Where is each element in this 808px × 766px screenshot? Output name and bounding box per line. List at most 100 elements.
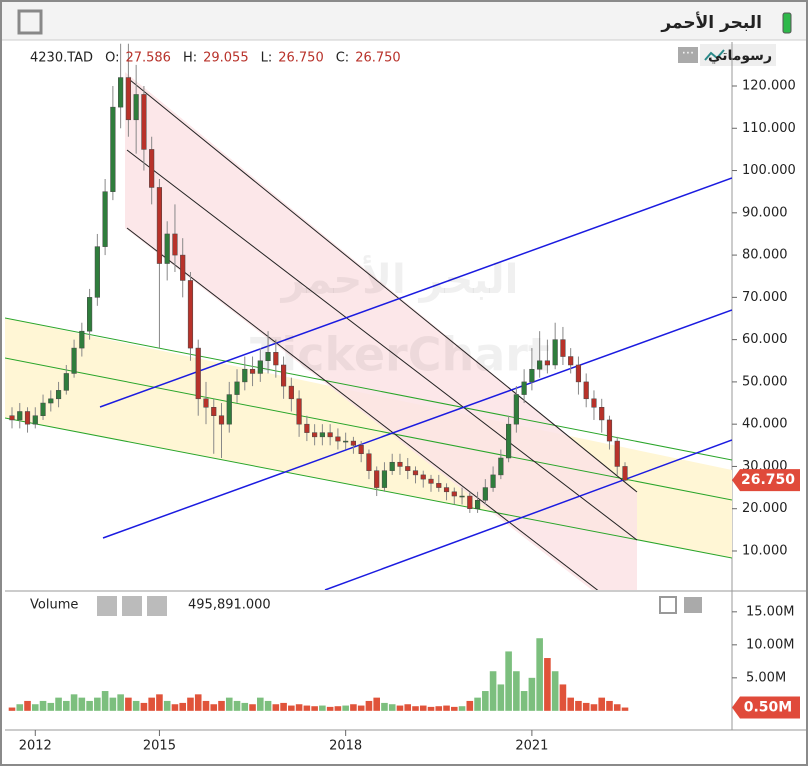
trend-lines (5, 43, 732, 590)
y-tick-label: 90.000 (742, 205, 788, 220)
volume-bar (94, 697, 101, 711)
candle-body (606, 419, 613, 442)
candle-body (102, 191, 108, 247)
candle-body (288, 385, 294, 400)
candle-body (358, 445, 364, 455)
candle-body (412, 470, 419, 476)
volume-bar (47, 702, 55, 711)
volume-bar (582, 702, 590, 711)
visibility-icon[interactable] (97, 596, 117, 616)
blue-line-bottom (324, 439, 732, 590)
quote-symbol: 4230.TAD (30, 51, 93, 66)
candle-body (428, 478, 434, 484)
candle-body (513, 394, 519, 425)
volume-tag (732, 696, 800, 719)
candle-body (257, 360, 263, 374)
candle-body (443, 487, 450, 493)
volume-bar (187, 697, 194, 711)
drawings-label[interactable]: رسوماتي (708, 48, 772, 64)
candle-body (149, 149, 155, 188)
volume-bar (288, 705, 295, 711)
candle-body (24, 411, 31, 425)
candle-body (405, 466, 411, 471)
volume-bar (101, 691, 109, 711)
volume-bar (567, 697, 574, 711)
volume-bar (179, 702, 187, 711)
candle-body (226, 394, 232, 425)
black-channel-mid (126, 149, 638, 541)
y-tick-label: 70.000 (742, 290, 788, 305)
close-icon[interactable] (147, 596, 167, 616)
volume-bar (450, 706, 458, 711)
pane-more-button[interactable] (684, 597, 702, 613)
window-title: البحر الأحمر (660, 12, 762, 33)
more-button[interactable] (678, 47, 698, 63)
volume-bar (125, 697, 132, 711)
volume-bar (613, 704, 621, 711)
candle-body (17, 411, 23, 421)
x-tick-label: 2018 (329, 739, 362, 754)
volume-bar (109, 697, 117, 711)
candle-body (420, 474, 426, 480)
quote-h: 29.055 (203, 51, 249, 66)
volume-bar (396, 705, 404, 711)
volume-bar (148, 697, 155, 711)
y-tick-label: 110.000 (742, 121, 796, 136)
candle-body (94, 246, 100, 298)
volume-bar (24, 700, 31, 711)
candle-body (141, 94, 147, 150)
volume-title: Volume (30, 598, 78, 613)
candle-body (474, 500, 481, 509)
candle-body (296, 398, 302, 425)
quote-c-label: C: (336, 51, 349, 66)
watermark-arabic: البحر الأحمر (280, 254, 519, 303)
price-tag (732, 469, 800, 492)
volume-bar (513, 671, 520, 711)
candle-body (529, 368, 535, 383)
window-icon[interactable] (17, 9, 43, 35)
candle-body (195, 347, 201, 400)
quote-l-label: L: (261, 51, 273, 66)
settings-icon[interactable] (122, 596, 142, 616)
quote-h-label: H: (183, 51, 197, 66)
candle-body (281, 364, 287, 387)
more-dots: ··· (682, 47, 694, 62)
y-tick-label: 10.000 (742, 543, 788, 558)
volume-tick-label: 10.00M (746, 637, 794, 652)
candle-body (48, 398, 54, 404)
y-tick-label: 60.000 (742, 332, 788, 347)
volume-bar (350, 704, 357, 711)
volume-tag-label: 0.50M (744, 700, 792, 716)
volume-bar (334, 706, 342, 711)
candle-body (614, 440, 620, 467)
x-tick-label: 2015 (143, 739, 176, 754)
volume-bar (466, 700, 474, 711)
candle-body (319, 432, 325, 438)
volume-bar (257, 697, 264, 711)
volume-bar (132, 700, 140, 711)
candle-body (451, 491, 457, 497)
volume-bar (427, 706, 435, 711)
volume-bar (474, 697, 481, 711)
candle-body (273, 352, 279, 366)
candle-body (187, 280, 194, 349)
volume-bar (606, 700, 613, 711)
drawings-button[interactable] (700, 44, 776, 66)
volume-bar (319, 705, 326, 711)
candle-body (87, 297, 93, 332)
watermark-latin: TickerChart (250, 328, 550, 382)
volume-bar (482, 691, 489, 711)
volume-bar (575, 700, 582, 711)
status-icon (782, 12, 792, 34)
volume-bar (520, 691, 528, 711)
volume-bar (117, 694, 124, 711)
candle-body (125, 77, 131, 121)
maximize-icon[interactable] (659, 596, 677, 614)
volume-bar (497, 684, 505, 711)
candle-body (482, 487, 488, 501)
volume-bar (559, 684, 567, 711)
candle-body (591, 398, 597, 408)
volume-bar (233, 700, 241, 711)
volume-bar (39, 700, 47, 711)
x-tick-label: 2012 (19, 739, 52, 754)
